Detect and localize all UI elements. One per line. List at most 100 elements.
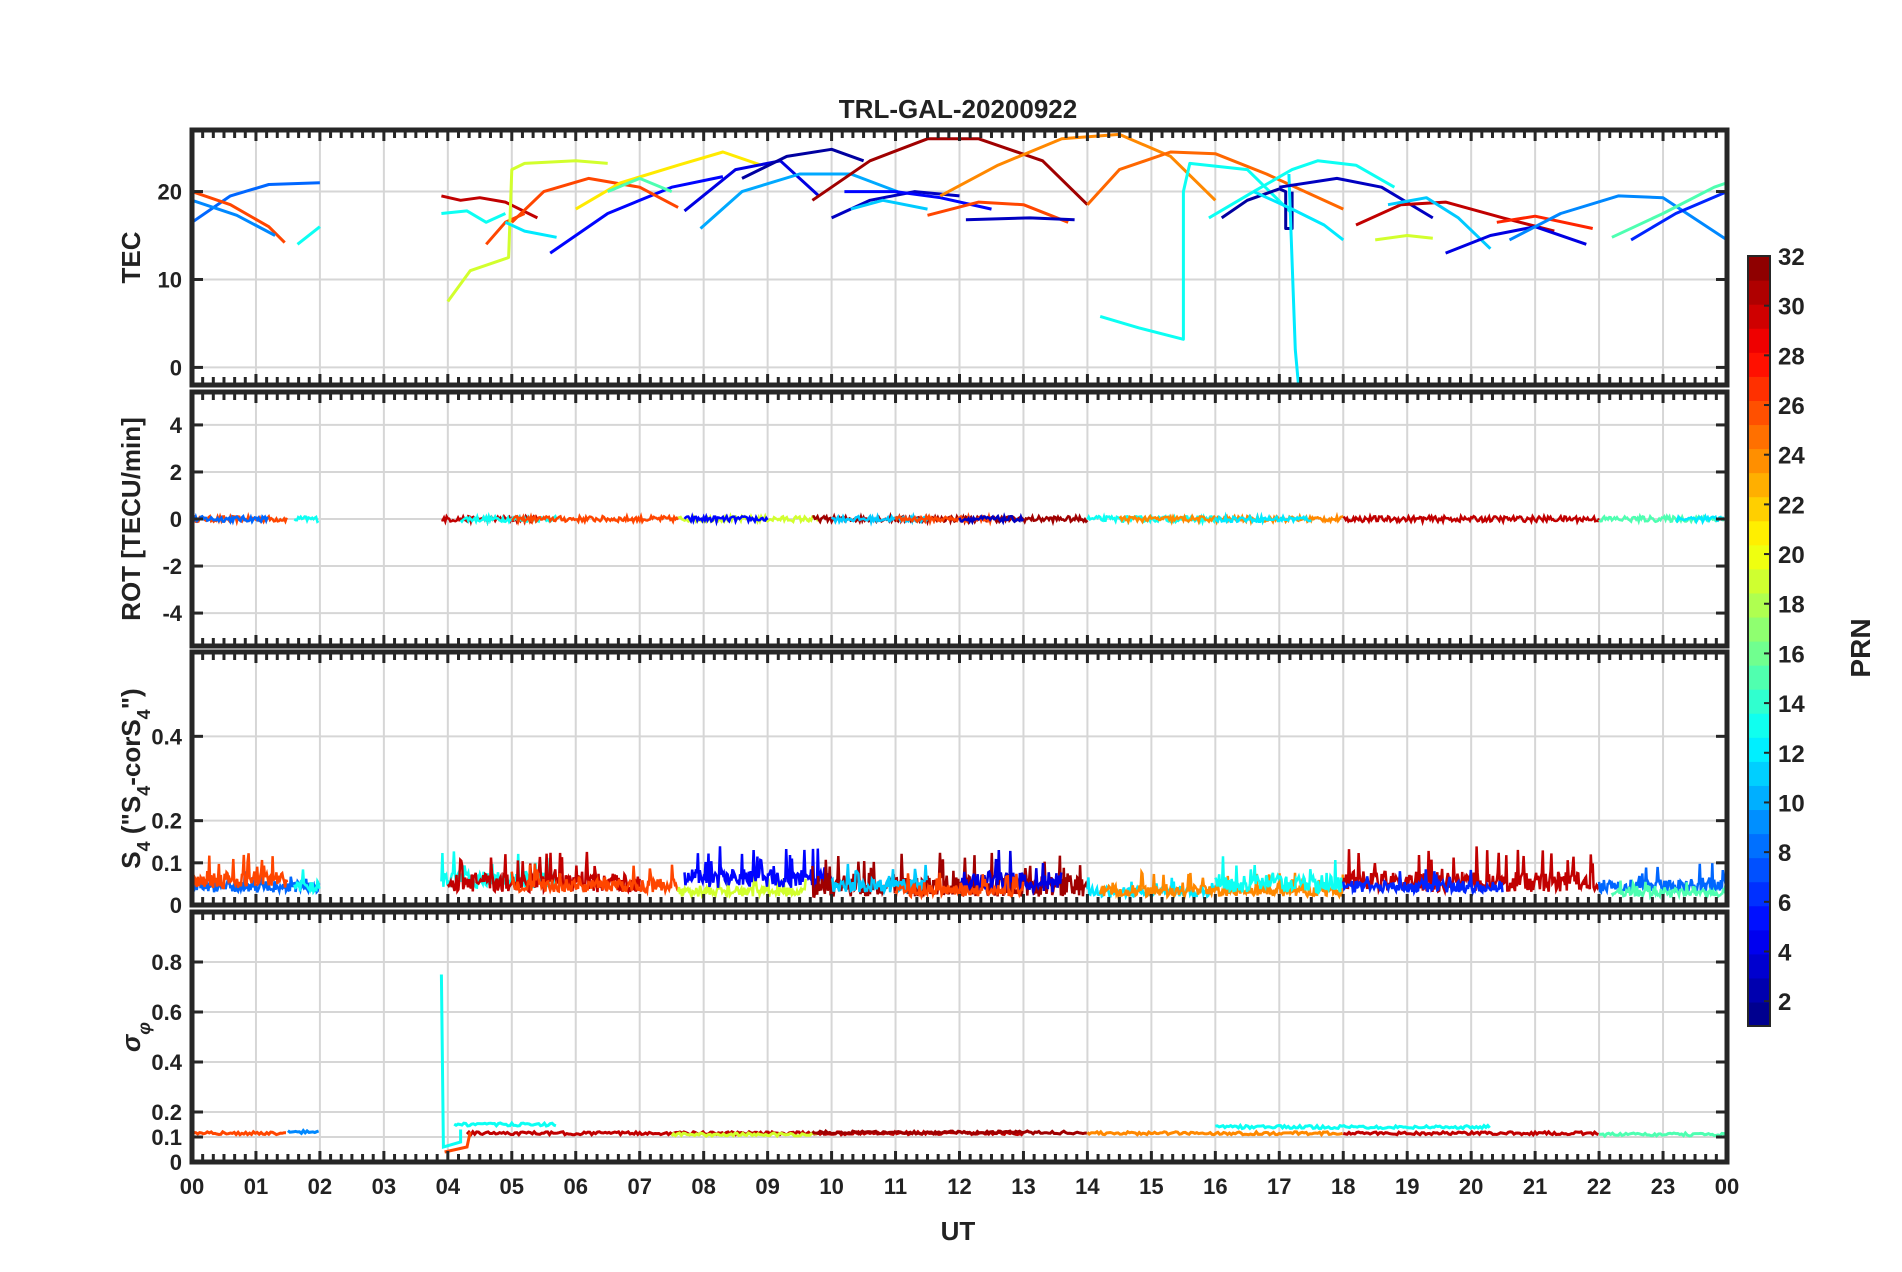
sigma-trace-prn-13 [453, 1120, 557, 1128]
s4-trace-prn-15 [1610, 878, 1727, 901]
panel-S4: 0 0.1 0.2 0.4S4 ("S4-corS4") [116, 649, 1730, 918]
colorbar-tick-label: 10 [1778, 790, 1805, 817]
tec-series-prn-13 [296, 225, 321, 246]
colorbar-swatch [1748, 328, 1770, 353]
tec-series-prn-30 [1355, 200, 1555, 233]
sigma-trace-prn-13 [1215, 1122, 1491, 1131]
colorbar-tick-label: 28 [1778, 343, 1805, 370]
y-axis-label-S4: S4 ("S4-corS4") [116, 688, 154, 868]
y-tick-label: 0.2 [151, 809, 182, 834]
rot-trace-prn-26 [511, 512, 680, 527]
s4-trace-prn-4 [958, 849, 1063, 897]
colorbar-swatch [1748, 256, 1770, 281]
tec-series-prn-6 [1630, 190, 1727, 242]
y-tick-label: 10 [158, 267, 182, 292]
s4-trace-prn-11 [830, 863, 928, 897]
chart-title: TRL-GAL-20200922 [839, 94, 1077, 124]
tec-series-prn-11 [1387, 196, 1492, 250]
rot-trace-prn-3 [958, 512, 1025, 526]
tec-series-prn-10 [699, 172, 903, 230]
colorbar-swatch [1748, 833, 1770, 859]
x-tick-labels: 00 01 02 03 04 05 06 07 08 09 10 11 12 13 14 15 16 17 18 19… [180, 1174, 1739, 1199]
sigma-trace-prn-24 [1086, 1129, 1343, 1138]
tec-series-prn-19 [1374, 234, 1433, 242]
colorbar-tick-label: 20 [1778, 542, 1805, 569]
panel-ROT: 4 2 0 -2 -4 ROT [TECU/min] [116, 389, 1730, 649]
sigma-trace-prn-15 [1598, 1130, 1727, 1139]
colorbar-swatch [1748, 304, 1770, 329]
y-tick-label: 0 [170, 507, 182, 532]
s4-trace-prn-26 [510, 863, 679, 897]
x-tick-label: 17 [1267, 1174, 1291, 1199]
tec-series-prn-21 [575, 150, 762, 211]
colorbar-swatch [1748, 689, 1770, 714]
x-tick-label: 16 [1203, 1174, 1227, 1199]
tec-series-prn-26 [192, 190, 286, 244]
s4-trace-prn-5 [683, 846, 833, 892]
s4-trace-prn-26 [894, 872, 1025, 901]
tec-series-prn-9 [1508, 194, 1727, 242]
y-tick-label: 0.8 [151, 950, 182, 975]
y-tick-label: 0.1 [151, 1125, 182, 1150]
x-tick-label: 04 [436, 1174, 461, 1199]
colorbar-tick-label: 14 [1778, 691, 1805, 718]
rot-trace-prn-8 [192, 512, 269, 526]
colorbar-swatch [1748, 857, 1770, 883]
colorbar-swatch [1748, 352, 1770, 377]
tec-series-prn-9 [192, 198, 276, 237]
sigma-trace-prn-30 [1342, 1129, 1599, 1138]
tec-series-prn-3 [965, 216, 1075, 222]
colorbar-swatch [1748, 929, 1770, 955]
x-tick-label: 22 [1587, 1174, 1611, 1199]
colorbar-swatch [1748, 616, 1770, 642]
rot-trace-prn-30 [1342, 512, 1601, 527]
sigma-step-prn-26 [444, 1131, 472, 1154]
colorbar-swatch [1748, 520, 1770, 546]
x-tick-label: 18 [1331, 1174, 1355, 1199]
panel-TEC: 0 10 20 TEC [116, 127, 1730, 388]
colorbar-swatch [1748, 376, 1770, 401]
x-tick-label: 00 [1715, 1174, 1739, 1199]
x-tick-label: 10 [819, 1174, 843, 1199]
tec-series-prn-31 [811, 137, 1089, 206]
colorbar-swatch [1748, 905, 1770, 931]
y-tick-label: 0.4 [151, 1050, 182, 1075]
tec-series-prn-15 [1611, 181, 1727, 239]
y-tick-label: 0.1 [151, 851, 182, 876]
colorbar-tick-label: 22 [1778, 492, 1805, 519]
colorbar-tick-label: 24 [1778, 443, 1805, 470]
colorbar-swatch [1748, 785, 1770, 811]
colorbar-tick-label: 30 [1778, 294, 1805, 321]
colorbar-swatch [1748, 953, 1770, 979]
y-tick-label: 2 [170, 460, 182, 485]
colorbar-label: PRN [1845, 618, 1876, 677]
x-tick-label: 01 [244, 1174, 268, 1199]
x-tick-label: 21 [1523, 1174, 1547, 1199]
colorbar-tick-label: 16 [1778, 641, 1805, 668]
panel-data [192, 132, 1727, 385]
x-tick-label: 14 [1075, 1174, 1100, 1199]
colorbar-swatch [1748, 977, 1770, 1003]
colorbar-tick-label: 4 [1778, 939, 1792, 966]
s4-trace-prn-13 [293, 869, 321, 896]
tec-series-prn-25 [1086, 150, 1344, 211]
x-tick-label: 20 [1459, 1174, 1483, 1199]
colorbar-swatch [1748, 761, 1770, 786]
colorbar-swatch [1748, 737, 1770, 762]
colorbar-swatch [1748, 496, 1770, 522]
y-axis-label-ROT: ROT [TECU/min] [116, 417, 146, 621]
tec-series-prn-4 [1445, 225, 1587, 255]
y-tick-label: 0.2 [151, 1100, 182, 1125]
panel-data [192, 511, 1727, 527]
tec-series-prn-26 [510, 176, 679, 224]
y-tick-label: 20 [158, 180, 182, 205]
tec-series-prn-4 [683, 159, 820, 213]
tec-series-prn-27 [1496, 214, 1594, 230]
colorbar-swatch [1748, 424, 1770, 450]
s4-trace-prn-13 [1214, 856, 1345, 896]
x-tick-label: 12 [947, 1174, 971, 1199]
tec-series-prn-19 [446, 159, 608, 303]
